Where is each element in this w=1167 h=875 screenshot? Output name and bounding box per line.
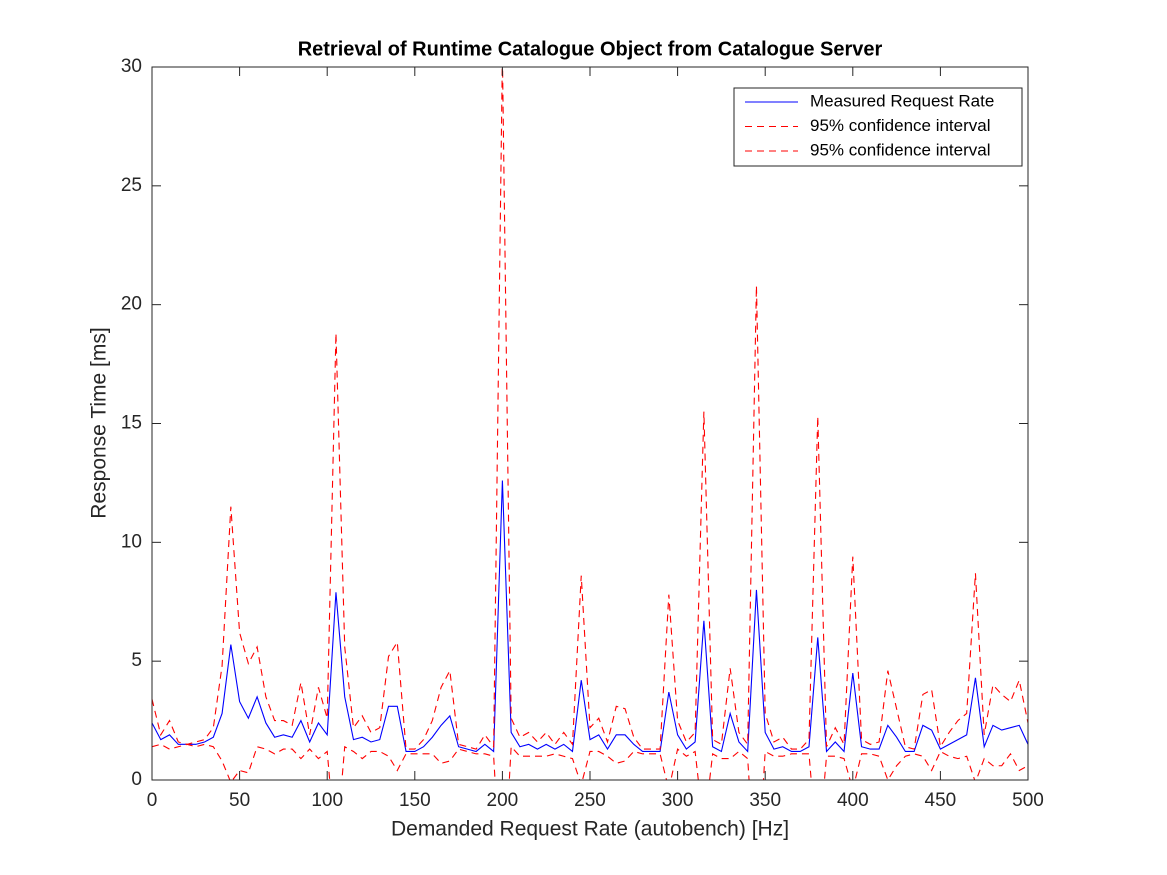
legend-label: 95% confidence interval	[810, 140, 991, 159]
plot-area	[152, 67, 1028, 780]
y-tick-label: 30	[121, 56, 142, 77]
x-tick-label: 0	[147, 790, 158, 811]
x-tick-label: 150	[399, 790, 431, 811]
legend-label: Measured Request Rate	[810, 91, 994, 110]
x-tick-label: 50	[229, 790, 250, 811]
x-tick-label: 300	[662, 790, 694, 811]
x-tick-label: 250	[574, 790, 606, 811]
y-tick-label: 20	[121, 294, 142, 315]
chart-title: Retrieval of Runtime Catalogue Object fr…	[298, 38, 883, 60]
x-tick-label: 100	[311, 790, 343, 811]
x-tick-label: 350	[749, 790, 781, 811]
legend-label: 95% confidence interval	[810, 116, 991, 135]
x-tick-label: 200	[487, 790, 519, 811]
y-tick-label: 25	[121, 175, 142, 196]
y-tick-label: 10	[121, 531, 142, 552]
y-tick-label: 15	[121, 413, 142, 434]
x-axis-label: Demanded Request Rate (autobench) [Hz]	[391, 818, 789, 841]
data-line	[152, 480, 1028, 753]
x-tick-label: 450	[925, 790, 957, 811]
lines	[152, 67, 1028, 780]
y-tick-label: 0	[131, 769, 142, 790]
x-tick-label: 400	[837, 790, 869, 811]
x-tick-label: 500	[1012, 790, 1044, 811]
y-tick-label: 5	[131, 650, 142, 671]
y-axis-label: Response Time [ms]	[88, 327, 111, 518]
data-line	[152, 67, 1028, 750]
data-line	[152, 743, 1028, 780]
